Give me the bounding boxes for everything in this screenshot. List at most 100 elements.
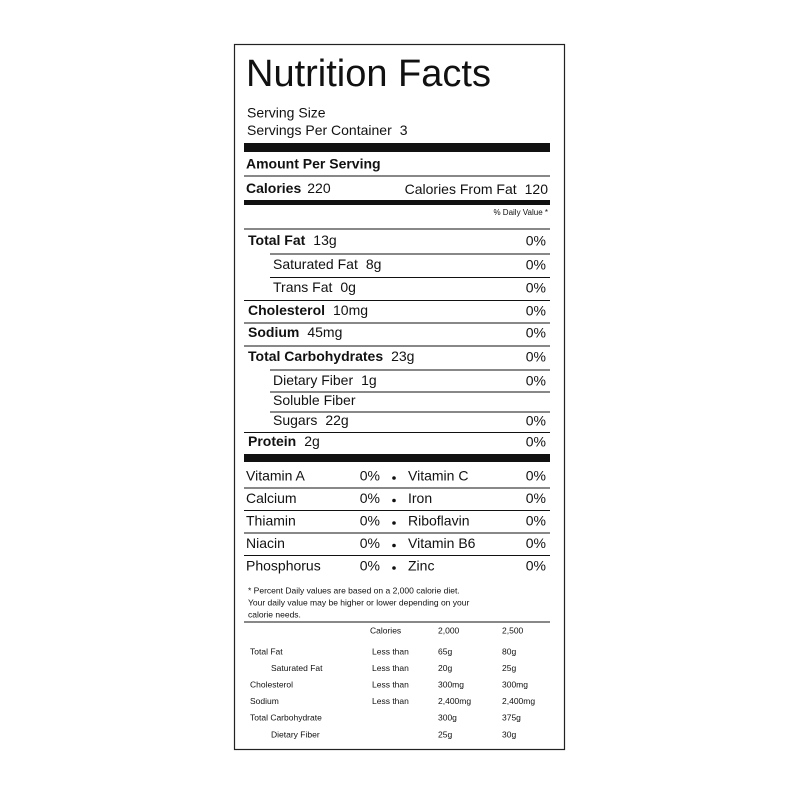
nutrient-amount: 2g	[304, 433, 320, 449]
daily-value-header: % Daily Value *	[493, 208, 548, 217]
table-value: 25g	[438, 729, 452, 739]
vitamin-name: Iron	[408, 490, 432, 506]
footnote: * Percent Daily values are based on a 2,…	[248, 585, 460, 595]
nutrient-dv: 0%	[526, 413, 546, 429]
table-name: Total Fat	[250, 646, 283, 656]
bullet	[392, 498, 396, 503]
table-name: Sodium	[250, 696, 279, 706]
nutrient-amount: 23g	[391, 348, 414, 364]
medium-rule	[244, 200, 550, 205]
vitamin-dv: 0%	[360, 513, 380, 529]
table-value: 300mg	[438, 679, 464, 689]
thick-rule	[244, 454, 550, 462]
nutrient-dv: 0%	[526, 280, 546, 296]
nutrient-name: Sodium	[248, 324, 299, 340]
table-qualifier: Less than	[372, 646, 409, 656]
dynamic-content: Total Fat 13g 0% Saturated Fat 8g 0% Trans Fat…	[244, 232, 550, 739]
from-fat-value: 120	[525, 181, 549, 197]
vitamin-name: Vitamin A	[246, 468, 306, 484]
vitamin-name: Zinc	[408, 558, 434, 574]
nutrient-name: Total Fat	[248, 232, 306, 248]
servings-label: Servings Per Container	[247, 122, 392, 138]
nutrient: Soluble Fiber	[273, 392, 356, 408]
vitamin-dv: 0%	[360, 535, 380, 551]
calories: Calories 220	[246, 180, 331, 196]
table-qualifier: Less than	[372, 679, 409, 689]
table-value: 20g	[438, 663, 452, 673]
calories-value: 220	[307, 180, 331, 196]
nutrient-dv: 0%	[526, 303, 546, 319]
thick-rule	[244, 143, 550, 152]
table-value: 2,400mg	[438, 696, 471, 706]
vitamin-name: Vitamin B6	[408, 535, 476, 551]
from-fat-label: Calories From Fat	[405, 181, 517, 197]
table-value: 300mg	[502, 679, 528, 689]
vitamin-dv: 0%	[526, 535, 546, 551]
table-value: 80g	[502, 646, 516, 656]
bullet	[392, 476, 396, 480]
nutrient-dv: 0%	[526, 233, 546, 249]
nutrient: Trans Fat 0g	[273, 279, 356, 295]
nutrient: Total Fat 13g	[248, 232, 337, 248]
nutrient-name: Total Carbohydrates	[248, 348, 383, 364]
table-value: 300g	[438, 713, 457, 723]
calories-label: Calories	[246, 180, 301, 196]
table-name: Saturated Fat	[271, 663, 323, 673]
nutrient: Sugars 22g	[273, 412, 349, 428]
nutrient: Cholesterol 10mg	[248, 302, 368, 318]
vitamin-name: Thiamin	[246, 513, 296, 529]
nutrient-amount: 22g	[325, 412, 348, 428]
vitamin-dv: 0%	[360, 490, 380, 506]
table-qualifier: Less than	[372, 663, 409, 673]
table-value: 25g	[502, 663, 516, 673]
bullet	[392, 566, 396, 570]
table-header: 2,500	[502, 625, 524, 635]
vitamin-name: Vitamin C	[408, 468, 468, 484]
vitamin-name: Niacin	[246, 535, 285, 551]
bullet	[392, 543, 396, 548]
table-header: Calories	[370, 625, 401, 635]
nutrient: Dietary Fiber 1g	[273, 372, 377, 388]
nutrient-dv: 0%	[526, 325, 546, 341]
title: Nutrition Facts	[246, 53, 491, 95]
nutrient-name: Protein	[248, 433, 296, 449]
serving-size: Serving Size	[247, 105, 326, 121]
vitamin-name: Riboflavin	[408, 513, 469, 529]
vitamin-dv: 0%	[526, 490, 546, 506]
nutrient-dv: 0%	[526, 373, 546, 389]
nutrient-amount: 1g	[361, 372, 377, 388]
nutrient-amount: 0g	[340, 279, 356, 295]
nutrient-name: Cholesterol	[248, 302, 325, 318]
vitamin-name: Phosphorus	[246, 558, 321, 574]
nutrient: Total Carbohydrates 23g	[248, 348, 414, 364]
table-value: 2,400mg	[502, 696, 535, 706]
vitamin-dv: 0%	[526, 513, 546, 529]
table-value: 375g	[502, 713, 521, 723]
nutrient-amount: 10mg	[333, 302, 368, 318]
nutrient-dv: 0%	[526, 257, 546, 273]
nutrient-name: Dietary Fiber	[273, 372, 353, 388]
nutrient-amount: 45mg	[307, 324, 342, 340]
amount-per-serving: Amount Per Serving	[246, 156, 381, 172]
table-name: Total Carbohydrate	[250, 713, 322, 723]
nutrient-amount: 8g	[366, 256, 382, 272]
nutrient: Protein 2g	[248, 433, 320, 449]
nutrient: Saturated Fat 8g	[273, 256, 381, 272]
label-border	[233, 43, 566, 751]
table-name: Dietary Fiber	[271, 729, 320, 739]
nutrient-name: Saturated Fat	[273, 256, 358, 272]
nutrient-dv: 0%	[526, 434, 546, 450]
vitamin-dv: 0%	[526, 468, 546, 484]
table-qualifier: Less than	[372, 696, 409, 706]
nutrient-dv: 0%	[526, 349, 546, 365]
bullet	[392, 521, 396, 525]
vitamin-dv: 0%	[360, 468, 380, 484]
nutrient-name: Trans Fat	[273, 279, 332, 295]
calories-from-fat: Calories From Fat 120	[405, 181, 549, 197]
footnote: calorie needs.	[248, 609, 301, 619]
nutrient: Sodium 45mg	[248, 324, 342, 340]
vitamin-name: Calcium	[246, 490, 297, 506]
table-header: 2,000	[438, 625, 460, 635]
